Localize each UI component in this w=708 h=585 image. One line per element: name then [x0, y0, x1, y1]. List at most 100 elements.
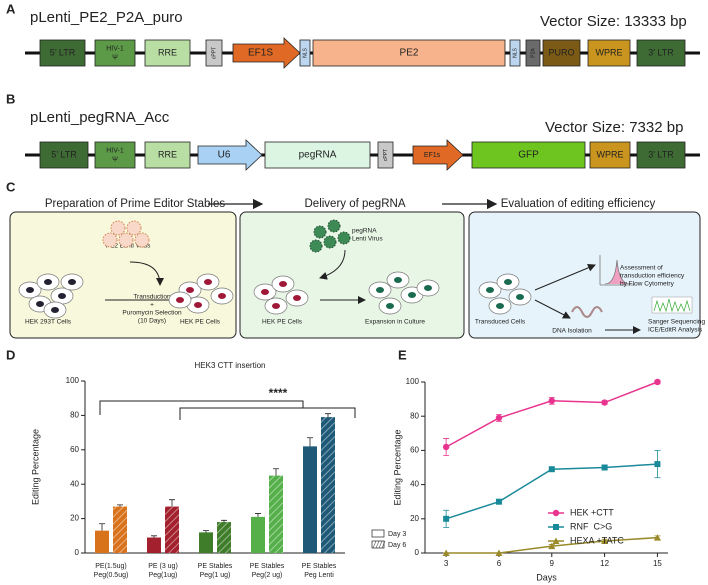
workflow-label: (10 Days): [138, 318, 166, 325]
element-label: WPRE: [596, 47, 623, 57]
bar: [217, 522, 231, 553]
element-label: 3’ LTR: [648, 149, 674, 159]
legend-label: HEXA +TATC: [570, 535, 624, 545]
workflow-label: ICE/EditR Analysis: [648, 327, 703, 334]
x-tick-label: 9: [550, 559, 555, 568]
element-label: cPPT: [383, 149, 389, 161]
marker: [442, 549, 450, 556]
bar: [113, 506, 127, 553]
workflow-label: HEK PE Cells: [180, 319, 221, 326]
error-bar: [307, 437, 313, 447]
nucleus: [218, 293, 226, 299]
virus: [134, 232, 150, 248]
vector-element: [299, 39, 311, 67]
workflow-label: Transduced Cells: [475, 319, 526, 326]
vector-promoter: [412, 139, 464, 171]
legend-hatch: [372, 540, 377, 549]
sequence-icon: [651, 296, 693, 314]
y-tick-label: 80: [70, 411, 79, 420]
virus: [327, 219, 341, 233]
workflow-label: +: [150, 302, 154, 309]
element-label: PE2: [400, 48, 419, 59]
virus: [313, 225, 327, 239]
element-label: EF1S: [248, 48, 273, 59]
workflow-label: Assessment of: [620, 265, 663, 272]
legend-label: RNF C>G: [570, 521, 612, 531]
vector-size: Vector Size: 13333 bp: [540, 13, 687, 30]
vector-element: [636, 39, 686, 67]
workflow-label: HEK 293T Cells: [25, 319, 72, 326]
y-tick-label: 20: [70, 514, 79, 523]
marker: [548, 542, 556, 550]
marker: [495, 498, 502, 505]
vector-element: [94, 39, 136, 67]
legend-marker: [553, 524, 559, 530]
y-tick-label: 80: [410, 411, 419, 420]
nucleus: [279, 281, 287, 287]
error-bar: [169, 499, 175, 507]
vector-promoter: [232, 37, 301, 69]
marker: [495, 414, 503, 422]
nucleus: [376, 287, 384, 293]
x-tick-label: Peg(0.5ug): [94, 572, 129, 579]
nucleus: [204, 279, 212, 285]
element-label: 5’ LTR: [51, 149, 77, 159]
marker: [654, 461, 661, 468]
element-label: HIV-1: [106, 147, 124, 154]
vector-size: Vector Size: 7332 bp: [545, 119, 683, 136]
y-axis-title: Editing Percentage: [392, 429, 402, 505]
legend-label: Day 3: [388, 531, 406, 538]
bar: [147, 537, 161, 553]
x-tick-label: PE Stables: [250, 563, 285, 570]
bar: [95, 530, 109, 553]
x-tick-label: Peg Lenti: [304, 572, 334, 579]
vector-title: pLenti_pegRNA_Acc: [30, 109, 170, 126]
x-tick-label: 3: [444, 559, 449, 568]
x-tick-label: PE Stables: [198, 563, 233, 570]
nucleus: [394, 277, 402, 283]
bar: [303, 446, 317, 553]
bar: [251, 516, 265, 553]
nucleus: [68, 279, 76, 285]
element-label: pegRNA: [299, 150, 337, 161]
panel-label: B: [6, 91, 15, 106]
marker: [548, 397, 555, 405]
legend-hatch: [378, 540, 383, 549]
workflow-label: DNA Isolation: [552, 328, 592, 335]
workflow-label: Transduction: [133, 294, 171, 301]
vector-element: [264, 141, 371, 169]
vector-promoter: [197, 139, 263, 171]
vector-element: [525, 39, 541, 67]
marker: [653, 534, 661, 541]
vector-element: [542, 39, 581, 67]
nucleus: [261, 289, 269, 295]
chart-title: HEK3 CTT insertion: [195, 361, 266, 370]
nucleus: [516, 294, 524, 300]
element-label: cPPT: [211, 47, 217, 59]
x-axis-title: Days: [536, 572, 557, 582]
nucleus: [293, 295, 301, 301]
virus: [309, 239, 323, 253]
bar: [165, 506, 179, 553]
marker: [601, 399, 608, 406]
step-box: [468, 211, 701, 339]
virus: [126, 220, 142, 236]
line: [445, 381, 658, 448]
legend-swatch: [371, 540, 385, 549]
y-tick-label: 20: [410, 514, 419, 523]
vector-element: [94, 141, 136, 169]
marker: [443, 515, 450, 522]
y-tick-label: 100: [66, 376, 80, 385]
nucleus: [36, 301, 44, 307]
error-bar: [203, 530, 209, 533]
element-label: U6: [218, 150, 231, 161]
dna-icon: [571, 306, 603, 318]
vector-element: [312, 39, 506, 67]
x-tick-label: Peg(2 ug): [252, 572, 283, 579]
workflow-label: Puromycin Selection: [122, 310, 182, 317]
virus: [110, 220, 126, 236]
nucleus: [486, 287, 494, 293]
element-label: 5’ LTR: [50, 47, 76, 57]
marker: [654, 378, 661, 386]
